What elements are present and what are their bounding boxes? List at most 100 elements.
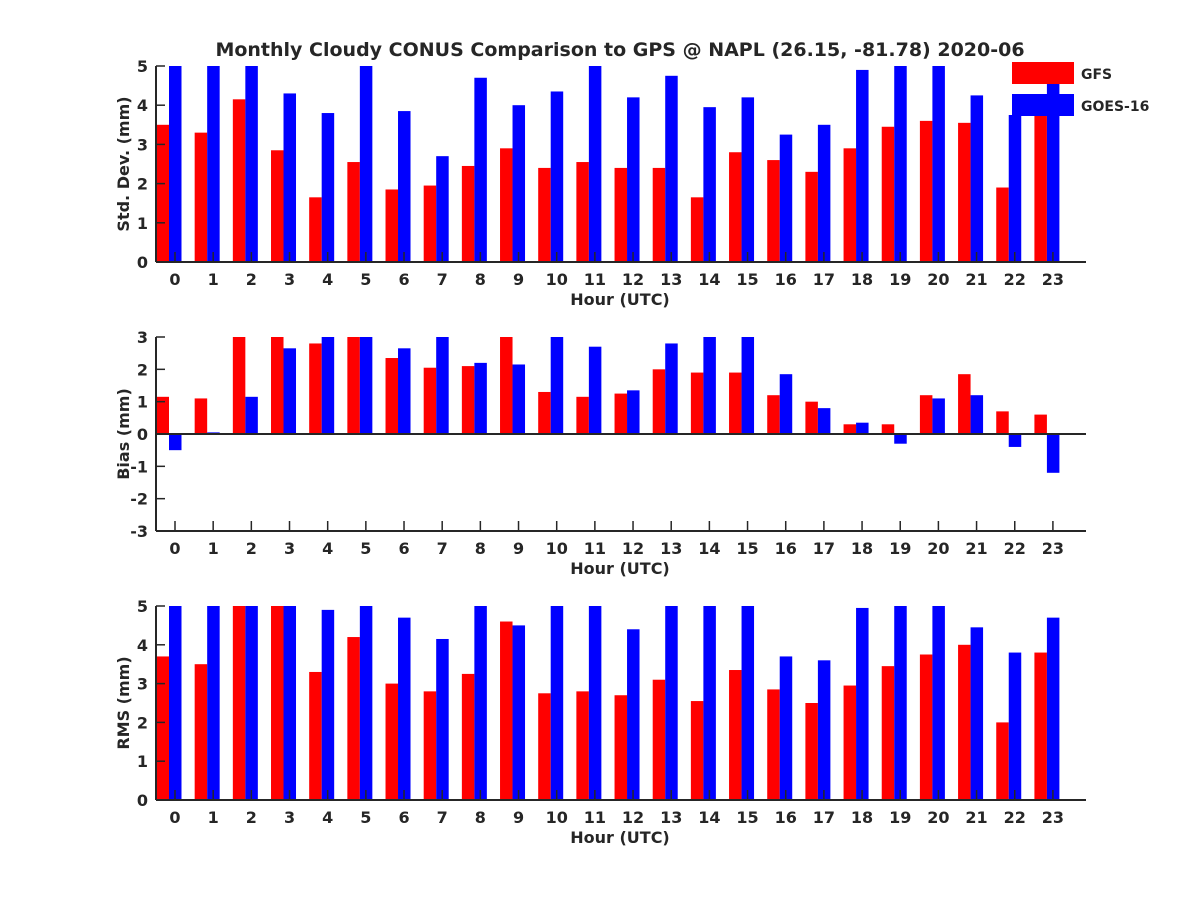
bar-gfs-hour-7	[423, 691, 437, 800]
bar-gfs-hour-16	[767, 395, 780, 434]
bar-gfs-hour-6	[385, 189, 399, 262]
x-tick-label: 22	[1004, 270, 1026, 289]
legend: GFS GOES-16	[1012, 62, 1149, 116]
x-tick-label: 18	[851, 270, 873, 289]
x-tick-label: 2	[246, 539, 257, 558]
bar-gfs-hour-0	[156, 656, 169, 800]
x-tick-label: 11	[584, 808, 606, 827]
x-tick-label: 20	[927, 270, 949, 289]
x-tick-label: 6	[398, 808, 409, 827]
x-tick-label: 0	[169, 539, 180, 558]
bar-gfs-hour-6	[385, 683, 399, 800]
bar-goes-16-hour-16	[779, 134, 793, 262]
x-tick-label: 12	[622, 270, 644, 289]
legend-swatch-gfs	[1012, 62, 1074, 84]
x-tick-label: 23	[1042, 270, 1064, 289]
bar-gfs-hour-4	[309, 197, 322, 262]
x-tick-label: 0	[169, 270, 180, 289]
bar-goes-16-hour-4	[321, 609, 335, 800]
y-tick-label: 0	[137, 253, 148, 272]
bar-gfs-hour-2	[232, 99, 246, 262]
bar-gfs-hour-9	[500, 337, 513, 434]
y-tick-label: 0	[137, 425, 148, 444]
x-tick-label: 8	[475, 539, 486, 558]
x-tick-label: 3	[284, 808, 295, 827]
bar-goes-16-hour-2	[245, 66, 258, 262]
bar-gfs-hour-23	[1034, 414, 1047, 434]
bar-goes-16-hour-18	[856, 422, 869, 434]
bar-gfs-hour-20	[919, 654, 933, 800]
bar-gfs-hour-10	[538, 167, 551, 262]
bar-goes-16-hour-8	[474, 77, 487, 262]
bar-gfs-hour-8	[461, 366, 475, 434]
x-tick-label: 6	[398, 270, 409, 289]
bar-gfs-hour-14	[690, 372, 704, 434]
y-tick-label: 4	[137, 636, 148, 655]
x-tick-label: 19	[889, 270, 911, 289]
bar-gfs-hour-1	[194, 132, 208, 262]
x-tick-label: 19	[889, 808, 911, 827]
bar-goes-16-hour-1	[207, 606, 220, 800]
bar-goes-16-hour-10	[550, 337, 564, 434]
bar-goes-16-hour-9	[512, 364, 526, 434]
y-tick-label: 5	[137, 57, 148, 76]
bar-goes-16-hour-7	[436, 337, 449, 434]
bar-gfs-hour-14	[690, 701, 704, 800]
y-tick-label: -1	[130, 457, 148, 476]
x-tick-label: 1	[208, 539, 219, 558]
y-tick-label: -3	[130, 522, 148, 541]
bar-gfs-hour-23	[1034, 113, 1047, 262]
bar-goes-16-hour-8	[474, 362, 487, 434]
y-tick-label: 2	[137, 713, 148, 732]
bar-goes-16-hour-23	[1046, 81, 1060, 263]
bar-gfs-hour-7	[423, 185, 437, 262]
bar-gfs-hour-12	[614, 393, 628, 434]
bar-goes-16-hour-3	[283, 93, 297, 262]
x-tick-label: 5	[360, 270, 371, 289]
bar-goes-16-hour-22	[1008, 115, 1022, 262]
bar-gfs-hour-0	[156, 396, 169, 434]
y-tick-label: 4	[137, 96, 148, 115]
x-tick-label: 23	[1042, 808, 1064, 827]
y-tick-label: 3	[137, 675, 148, 694]
bar-gfs-hour-19	[881, 126, 895, 262]
x-tick-label: 14	[698, 539, 720, 558]
bar-gfs-hour-1	[194, 398, 208, 434]
x-tick-label: 21	[965, 539, 987, 558]
bar-goes-16-hour-10	[550, 91, 564, 262]
bar-gfs-hour-16	[767, 160, 780, 262]
x-tick-label: 16	[775, 808, 797, 827]
y-tick-label: 3	[137, 328, 148, 347]
bar-goes-16-hour-6	[398, 617, 411, 800]
x-tick-label: 8	[475, 270, 486, 289]
x-tick-label: 22	[1004, 539, 1026, 558]
bar-goes-16-hour-7	[436, 638, 449, 800]
legend-swatch-goes-16	[1012, 94, 1074, 116]
bar-goes-16-hour-5	[359, 66, 373, 262]
x-tick-label: 22	[1004, 808, 1026, 827]
bar-goes-16-hour-1	[207, 66, 220, 262]
bar-goes-16-hour-11	[588, 346, 602, 434]
x-tick-label: 4	[322, 539, 333, 558]
bar-gfs-hour-3	[271, 337, 284, 434]
x-tick-label: 16	[775, 270, 797, 289]
bar-goes-16-hour-0	[169, 66, 182, 262]
x-tick-label: 15	[736, 270, 758, 289]
x-tick-label: 11	[584, 270, 606, 289]
bar-goes-16-hour-9	[512, 625, 526, 800]
bar-goes-16-hour-3	[283, 348, 297, 434]
x-tick-label: 10	[546, 808, 568, 827]
bar-gfs-hour-13	[652, 369, 666, 434]
bar-goes-16-hour-2	[245, 396, 258, 434]
x-tick-label: 13	[660, 808, 682, 827]
legend-label-goes-16: GOES-16	[1081, 99, 1149, 115]
y-tick-label: 2	[137, 175, 148, 194]
y-tick-label: 5	[137, 597, 148, 616]
bar-goes-16-hour-11	[588, 66, 602, 262]
bar-goes-16-hour-20	[932, 398, 945, 434]
x-tick-label: 17	[813, 808, 835, 827]
x-tick-label: 0	[169, 808, 180, 827]
bar-gfs-hour-5	[347, 637, 360, 800]
